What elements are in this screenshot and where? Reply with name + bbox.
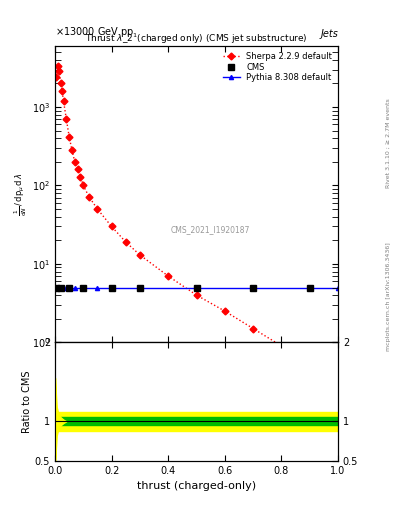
Sherpa 2.2.9 default <box>222 308 227 314</box>
Pythia 8.308 default <box>81 285 86 291</box>
CMS <box>109 285 114 291</box>
Sherpa 2.2.9 default <box>336 394 340 400</box>
Pythia 8.308 default <box>58 285 63 291</box>
CMS <box>138 285 142 291</box>
Sherpa 2.2.9 default <box>61 98 66 104</box>
Sherpa 2.2.9 default <box>57 68 62 74</box>
Sherpa 2.2.9 default <box>64 116 69 122</box>
CMS <box>67 285 72 291</box>
Sherpa 2.2.9 default <box>307 363 312 369</box>
Pythia 8.308 default <box>55 285 60 291</box>
Y-axis label: $\frac{1}{\mathrm{d}N}\,/\,\mathrm{d}\mathrm{p}_\mu\,\mathrm{d}\,\lambda$: $\frac{1}{\mathrm{d}N}\,/\,\mathrm{d}\ma… <box>13 173 29 216</box>
Pythia 8.308 default <box>72 285 77 291</box>
CMS <box>58 285 63 291</box>
Line: Pythia 8.308 default: Pythia 8.308 default <box>54 285 340 290</box>
Text: mcplots.cern.ch [arXiv:1306.3436]: mcplots.cern.ch [arXiv:1306.3436] <box>386 243 391 351</box>
Sherpa 2.2.9 default <box>54 74 59 80</box>
Sherpa 2.2.9 default <box>123 239 128 245</box>
Line: CMS: CMS <box>54 285 312 290</box>
CMS <box>54 285 59 291</box>
CMS <box>194 285 199 291</box>
Title: Thrust $\lambda\_2^1$(charged only) (CMS jet substructure): Thrust $\lambda\_2^1$(charged only) (CMS… <box>85 32 308 46</box>
Pythia 8.308 default <box>61 285 66 291</box>
Sherpa 2.2.9 default <box>166 273 171 279</box>
Line: Sherpa 2.2.9 default: Sherpa 2.2.9 default <box>54 64 340 399</box>
Sherpa 2.2.9 default <box>194 292 199 298</box>
Sherpa 2.2.9 default <box>55 63 60 70</box>
Pythia 8.308 default <box>109 285 114 291</box>
Pythia 8.308 default <box>194 285 199 291</box>
Text: CMS_2021_I1920187: CMS_2021_I1920187 <box>171 225 250 234</box>
Sherpa 2.2.9 default <box>138 252 142 258</box>
Sherpa 2.2.9 default <box>86 194 91 200</box>
Sherpa 2.2.9 default <box>60 88 64 94</box>
Text: $\times$13000 GeV pp: $\times$13000 GeV pp <box>55 26 134 39</box>
Pythia 8.308 default <box>251 285 255 291</box>
Sherpa 2.2.9 default <box>95 206 100 212</box>
Sherpa 2.2.9 default <box>109 223 114 229</box>
Sherpa 2.2.9 default <box>279 343 284 349</box>
Pythia 8.308 default <box>138 285 142 291</box>
CMS <box>307 285 312 291</box>
Sherpa 2.2.9 default <box>58 80 63 87</box>
Text: Rivet 3.1.10 ; ≥ 2.7M events: Rivet 3.1.10 ; ≥ 2.7M events <box>386 98 391 188</box>
CMS <box>81 285 86 291</box>
Pythia 8.308 default <box>95 285 100 291</box>
X-axis label: thrust (charged-only): thrust (charged-only) <box>137 481 256 491</box>
Sherpa 2.2.9 default <box>70 147 74 154</box>
CMS <box>251 285 255 291</box>
Pythia 8.308 default <box>307 285 312 291</box>
Legend: Sherpa 2.2.9 default, CMS, Pythia 8.308 default: Sherpa 2.2.9 default, CMS, Pythia 8.308 … <box>221 50 334 84</box>
Pythia 8.308 default <box>54 285 59 291</box>
Pythia 8.308 default <box>336 285 340 291</box>
Sherpa 2.2.9 default <box>72 159 77 165</box>
Sherpa 2.2.9 default <box>78 174 83 180</box>
Sherpa 2.2.9 default <box>251 326 255 332</box>
Text: Jets: Jets <box>320 29 338 39</box>
Sherpa 2.2.9 default <box>67 134 72 140</box>
Sherpa 2.2.9 default <box>75 166 80 173</box>
Sherpa 2.2.9 default <box>81 182 86 188</box>
Pythia 8.308 default <box>67 285 72 291</box>
Y-axis label: Ratio to CMS: Ratio to CMS <box>22 370 32 433</box>
